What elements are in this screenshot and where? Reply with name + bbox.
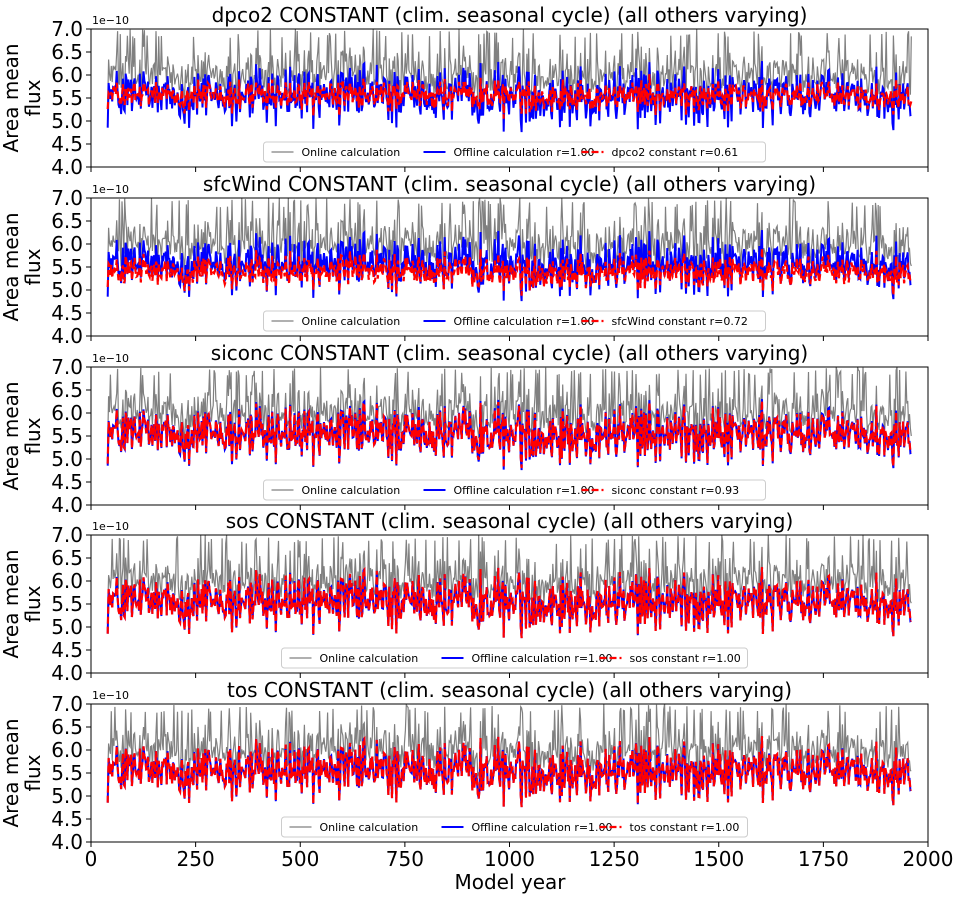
series-online-line	[107, 198, 912, 279]
legend-constant-label: dpco2 constant r=0.61	[612, 146, 739, 159]
x-tick-label: 250	[177, 847, 215, 871]
y-axis-label: Area meanflux	[0, 43, 45, 152]
series-constant-line	[106, 248, 912, 296]
y-tick-label: 5.5	[51, 592, 83, 616]
series-constant-line	[106, 400, 912, 469]
legend-offline-label: Offline calculation r=1.00	[472, 821, 613, 834]
y-axis-label: Area meanflux	[0, 381, 45, 490]
legend-online-label: Online calculation	[302, 315, 401, 328]
panel-1: dpco2 CONSTANT (clim. seasonal cycle) (a…	[0, 3, 929, 179]
panel-title: sfcWind CONSTANT (clim. seasonal cycle) …	[203, 172, 816, 196]
y-tick-label: 4.0	[51, 155, 83, 179]
y-tick-label: 4.5	[51, 470, 83, 494]
legend-online-label: Online calculation	[320, 652, 419, 665]
legend-box	[263, 310, 766, 332]
y-tick-label: 6.0	[51, 569, 83, 593]
panel-title: dpco2 CONSTANT (clim. seasonal cycle) (a…	[212, 3, 808, 27]
y-tick-label: 5.0	[51, 109, 83, 133]
y-tick-label: 4.5	[51, 301, 83, 325]
y-multiplier-label: 1e−10	[92, 14, 129, 27]
series-online-line	[107, 29, 912, 112]
x-tick-label: 1500	[693, 847, 744, 871]
y-tick-label: 7.0	[51, 17, 83, 41]
x-tick-label: 1250	[589, 847, 640, 871]
y-tick-label: 6.0	[51, 63, 83, 87]
y-tick-label: 6.5	[51, 209, 83, 233]
series-online-line	[107, 535, 912, 619]
x-tick-label: 750	[386, 847, 424, 871]
y-tick-label: 4.0	[51, 324, 83, 348]
series-constant-line	[106, 566, 912, 639]
y-tick-label: 5.0	[51, 784, 83, 808]
legend-constant-label: sfcWind constant r=0.72	[612, 315, 748, 328]
legend-constant-label: sos constant r=1.00	[630, 652, 741, 665]
legend-offline-label: Offline calculation r=1.00	[454, 146, 595, 159]
panel-5: tos CONSTANT (clim. seasonal cycle) (all…	[0, 678, 953, 871]
legend-box	[263, 141, 766, 163]
y-tick-label: 6.5	[51, 546, 83, 570]
y-tick-label: 5.0	[51, 447, 83, 471]
y-multiplier-label: 1e−10	[92, 183, 129, 196]
y-tick-label: 4.0	[51, 830, 83, 854]
y-tick-label: 6.5	[51, 40, 83, 64]
y-axis-label: Area meanflux	[0, 212, 45, 321]
legend-offline-label: Offline calculation r=1.00	[472, 652, 613, 665]
panel-2: sfcWind CONSTANT (clim. seasonal cycle) …	[0, 172, 929, 348]
y-tick-label: 4.5	[51, 638, 83, 662]
series-online-line	[107, 704, 912, 786]
x-axis-label: Model year	[454, 870, 566, 894]
legend-constant-label: siconc constant r=0.93	[612, 484, 740, 497]
series-online-line	[107, 367, 912, 449]
y-tick-label: 7.0	[51, 355, 83, 379]
y-tick-label: 4.5	[51, 807, 83, 831]
y-tick-label: 4.0	[51, 661, 83, 685]
legend-constant-label: tos constant r=1.00	[630, 821, 740, 834]
y-tick-label: 4.5	[51, 132, 83, 156]
legend-online-label: Online calculation	[302, 146, 401, 159]
x-tick-label: 2000	[903, 847, 954, 871]
y-multiplier-label: 1e−10	[92, 520, 129, 533]
y-axis-label: Area meanflux	[0, 549, 45, 658]
y-tick-label: 5.0	[51, 278, 83, 302]
y-multiplier-label: 1e−10	[92, 689, 129, 702]
x-tick-label: 0	[85, 847, 98, 871]
y-tick-label: 6.0	[51, 738, 83, 762]
y-tick-label: 5.5	[51, 255, 83, 279]
panels-group: dpco2 CONSTANT (clim. seasonal cycle) (a…	[0, 3, 953, 871]
y-tick-label: 7.0	[51, 186, 83, 210]
y-tick-label: 5.0	[51, 615, 83, 639]
y-tick-label: 7.0	[51, 523, 83, 547]
series-offline-line	[106, 61, 912, 133]
y-tick-label: 7.0	[51, 692, 83, 716]
y-tick-label: 5.5	[51, 86, 83, 110]
legend-online-label: Online calculation	[302, 484, 401, 497]
series-offline-line	[106, 230, 912, 302]
panel-4: sos CONSTANT (clim. seasonal cycle) (all…	[0, 509, 929, 685]
y-tick-label: 5.5	[51, 424, 83, 448]
series-constant-line	[106, 735, 912, 808]
y-tick-label: 6.5	[51, 378, 83, 402]
legend-online-label: Online calculation	[320, 821, 419, 834]
y-tick-label: 6.0	[51, 232, 83, 256]
y-tick-label: 5.5	[51, 761, 83, 785]
y-tick-label: 4.0	[51, 493, 83, 517]
legend-offline-label: Offline calculation r=1.00	[454, 484, 595, 497]
legend-offline-label: Offline calculation r=1.00	[454, 315, 595, 328]
y-multiplier-label: 1e−10	[92, 352, 129, 365]
series-constant-line	[106, 74, 913, 119]
panel-title: siconc CONSTANT (clim. seasonal cycle) (…	[211, 341, 808, 365]
panel-title: tos CONSTANT (clim. seasonal cycle) (all…	[227, 678, 792, 702]
panel-3: siconc CONSTANT (clim. seasonal cycle) (…	[0, 341, 929, 517]
legend-box	[263, 479, 766, 501]
legend-box	[281, 647, 748, 669]
y-tick-label: 6.0	[51, 401, 83, 425]
x-tick-label: 1750	[798, 847, 849, 871]
x-tick-label: 1000	[484, 847, 535, 871]
legend-box	[281, 816, 748, 838]
y-tick-label: 6.5	[51, 715, 83, 739]
panel-title: sos CONSTANT (clim. seasonal cycle) (all…	[226, 509, 794, 533]
y-axis-label: Area meanflux	[0, 718, 45, 827]
x-tick-label: 500	[281, 847, 319, 871]
